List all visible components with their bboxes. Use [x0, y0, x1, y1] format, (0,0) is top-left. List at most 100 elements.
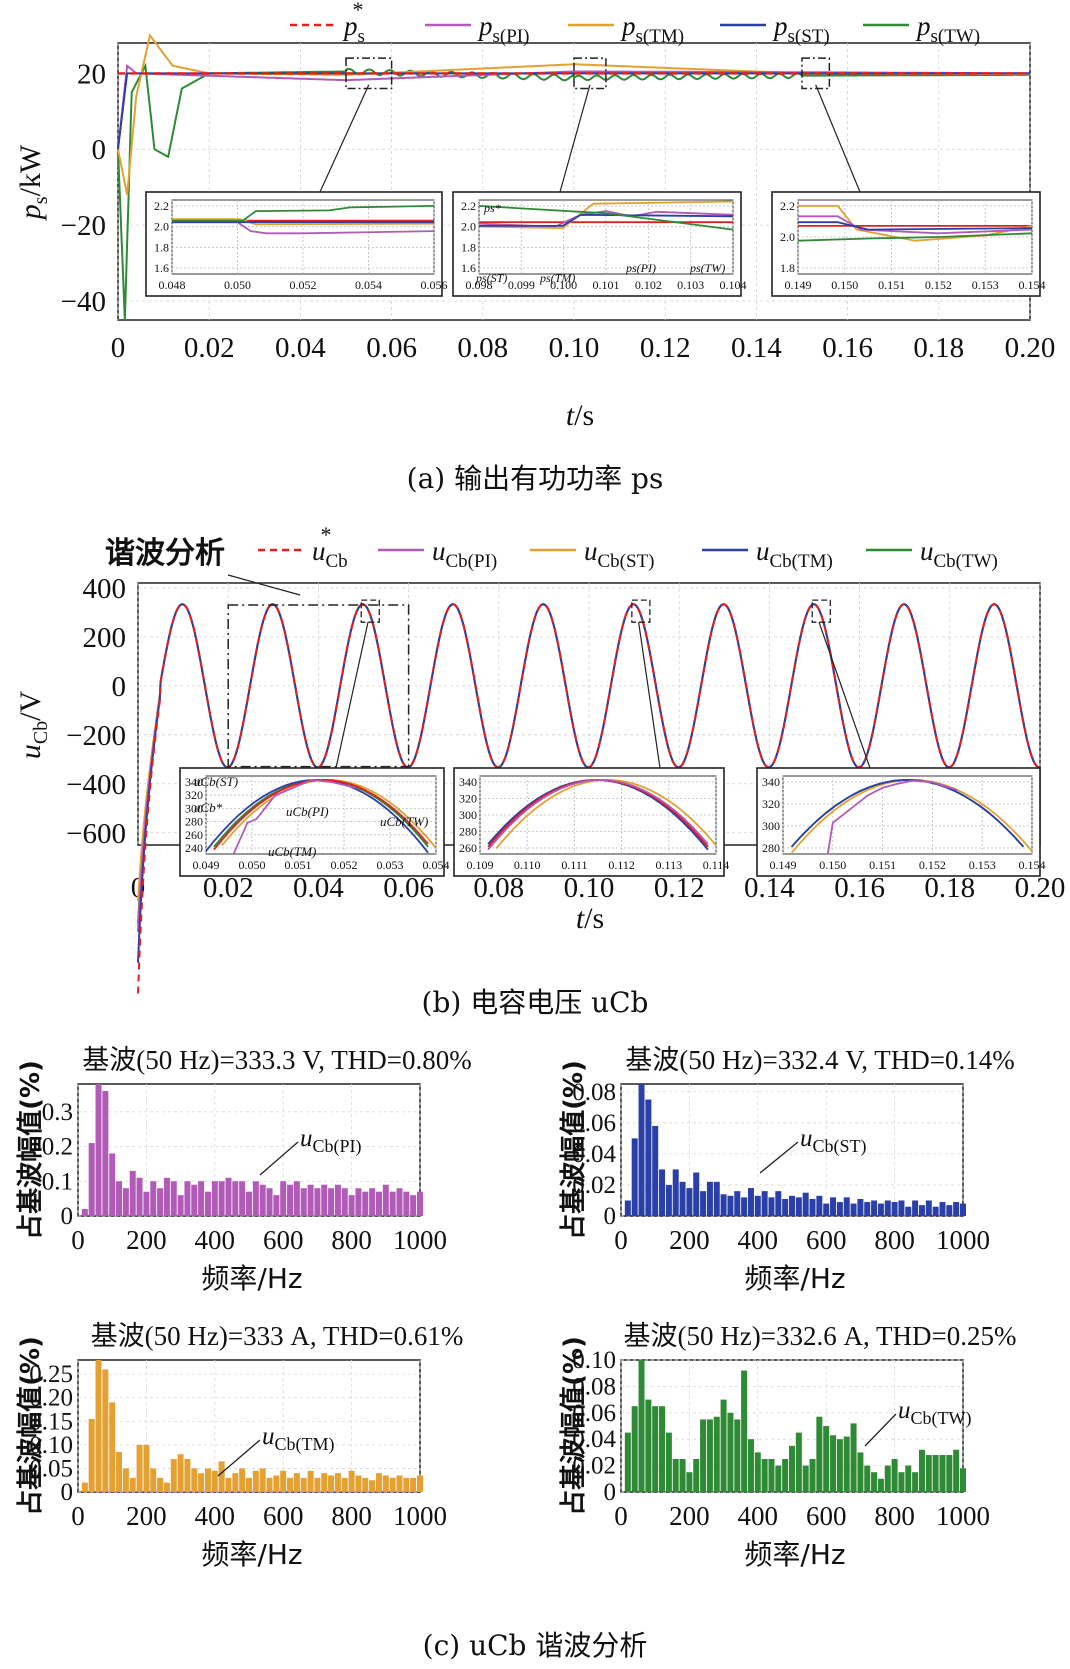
chart-c3-leader [217, 1439, 261, 1477]
chart-c4-bar-43 [918, 1449, 925, 1492]
chart-c1-series-label: uCb(PI) [300, 1125, 362, 1157]
chart-a-inset-3-xtick: 0.150 [831, 278, 858, 292]
chart-b-inset-1-xtick: 0.049 [193, 858, 220, 872]
chart-a-xtick: 0.12 [640, 332, 691, 364]
chart-a-inset-2-label-1: ps(ST) [475, 271, 507, 285]
chart-c1-bar-26 [259, 1184, 266, 1216]
chart-c1-bar-35 [321, 1184, 328, 1216]
chart-c1-bar-1 [88, 1143, 95, 1216]
chart-c1-bar-34 [314, 1188, 321, 1216]
chart-c2-xtick: 0 [614, 1225, 628, 1255]
chart-c4-bar-30 [830, 1435, 837, 1492]
chart-c1-bar-36 [328, 1188, 335, 1216]
chart-b-inset-1-label-2: uCb(PI) [286, 804, 329, 819]
chart-c4-bar-25 [795, 1432, 802, 1492]
chart-b-inset-3-xtick: 0.150 [819, 858, 846, 872]
chart-c3-bar-24 [246, 1477, 252, 1492]
chart-c3-bar-0 [81, 1482, 88, 1492]
chart-c4-bar-4 [652, 1406, 659, 1492]
chart-c4-bar-26 [802, 1465, 809, 1492]
chart-b-inset-2: 0.109 0.110 0.111 0.112 0.113 0.114 340 320 300 2… [453, 767, 729, 877]
chart-a-xlabel: t/s [566, 399, 594, 432]
chart-c2-bar-26 [802, 1192, 809, 1216]
chart-c4-bar-28 [816, 1416, 823, 1492]
chart-a-inset-1-curve-4 [172, 205, 435, 222]
chart-c1-bar-38 [341, 1188, 348, 1216]
chart-c3-bar-43 [375, 1473, 382, 1492]
chart-a-inset-2-xtick: 0.104 [720, 278, 747, 292]
chart-b-xlabel: t/s [576, 902, 604, 935]
chart-b-connector-2 [638, 622, 661, 769]
chart-a-xtick: 0.10 [549, 332, 600, 364]
chart-c4-bar-6 [665, 1432, 672, 1492]
chart-c1-ytick: 0 [61, 1203, 74, 1230]
chart-c1-bar-29 [280, 1181, 287, 1216]
chart-b-xtick: 0.14 [744, 872, 795, 904]
chart-c3-bar-7 [129, 1477, 136, 1492]
caption-a: (a) 输出有功功率 ps [407, 462, 664, 495]
chart-c3-xtick: 1000 [393, 1501, 447, 1531]
chart-c4-ylabel: 占基波幅值(%) [559, 1336, 589, 1516]
chart-b-inset-1-xtick: 0.051 [285, 858, 312, 872]
chart-a-inset-1-xtick: 0.054 [355, 278, 382, 292]
chart-c4-bar-49 [960, 1468, 966, 1492]
chart-b-inset-1-axes [205, 775, 437, 855]
chart-b-xtick: 0.20 [1015, 872, 1066, 904]
chart-c4-ytick: 0.06 [572, 1400, 616, 1427]
chart-b-inset-2-xtick: 0.109 [467, 858, 494, 872]
chart-b-inset-1-label-1: uCb* [194, 800, 223, 815]
chart-c4-bar-35 [864, 1465, 871, 1492]
chart-c1-ytick: 0.2 [42, 1134, 73, 1161]
chart-b-inset-3-ytick: 340 [762, 775, 780, 789]
chart-c3-bar-21 [225, 1477, 232, 1492]
legend-label-1: uCb(PI) [432, 536, 497, 572]
chart-a-inset-3-curve-2 [798, 215, 1033, 235]
chart-c4-ytick: 0.08 [572, 1373, 616, 1400]
chart-c2-title: 基波(50 Hz)=332.4 V, THD=0.14% [625, 1045, 1014, 1075]
chart-c1-bar-7 [129, 1170, 136, 1216]
chart-c3-bar-1 [88, 1418, 95, 1492]
chart-c3-bar-13 [170, 1459, 177, 1492]
chart-a-inset-2-label-4: ps(TW) [689, 261, 725, 275]
chart-c2-ylabel: 占基波幅值(%) [559, 1060, 589, 1240]
chart-b-inset-2-ytick: 260 [459, 841, 477, 855]
chart-a-inset-2-label-3: ps(PI) [625, 261, 656, 275]
chart-c2-bar-48 [953, 1202, 960, 1216]
chart-a-inset-3-xtick: 0.154 [1019, 278, 1046, 292]
chart-c1: 0 200 400 600 800 1000 0 0.1 0.2 0.3 基波(50 Hz)=333… [16, 1045, 472, 1295]
chart-a-inset-2-xtick: 0.098 [466, 278, 493, 292]
chart-b-inset-3-xtick: 0.154 [1019, 858, 1046, 872]
chart-c2-xtick: 600 [806, 1225, 847, 1255]
chart-c3-xtick: 200 [126, 1501, 167, 1531]
chart-c3-bar-48 [410, 1477, 417, 1492]
chart-a-inset-1-xtick: 0.050 [224, 278, 251, 292]
legend-label-0: ps [342, 11, 365, 47]
chart-c2-bar-10 [693, 1172, 700, 1216]
chart-c2-bar-31 [836, 1202, 843, 1216]
chart-c2-bar-18 [747, 1188, 754, 1216]
chart-b-inset-3-curve-3 [826, 779, 958, 855]
chart-c2-xtick: 1000 [936, 1225, 990, 1255]
chart-b-inset-1-ytick: 340 [185, 775, 203, 789]
chart-c4-xtick: 600 [806, 1501, 847, 1531]
chart-c1-bar-28 [273, 1195, 280, 1216]
chart-c2-bar-36 [871, 1200, 878, 1216]
chart-c4-bar-18 [747, 1439, 754, 1492]
legend-label-0: uCb [312, 536, 348, 572]
chart-c2-bar-5 [659, 1169, 666, 1216]
chart-c1-bar-10 [150, 1181, 157, 1216]
chart-b-xtick: 0.12 [654, 872, 705, 904]
chart-a-xtick: 0.02 [184, 332, 235, 364]
chart-b-inset-1-label-3: uCb(TW) [380, 814, 428, 829]
chart-c3-bar-32 [300, 1477, 307, 1492]
chart-c4-ytick: 0.02 [572, 1453, 616, 1480]
chart-c2-bar-4 [652, 1125, 659, 1216]
chart-a-inset-3-ytick: 1.8 [780, 261, 795, 275]
chart-c3-bar-25 [252, 1470, 259, 1492]
chart-c3-bar-31 [293, 1473, 300, 1492]
chart-a-inset-3-xtick: 0.149 [785, 278, 812, 292]
chart-c2-leader [759, 1141, 799, 1174]
caption-c: (c) uCb 谐波分析 [423, 1629, 648, 1662]
chart-c3-bar-20 [218, 1461, 225, 1492]
chart-a-inset-2: 0.098 0.099 0.100 0.101 0.102 0.103 0.104 2.2 2.… [452, 191, 747, 297]
